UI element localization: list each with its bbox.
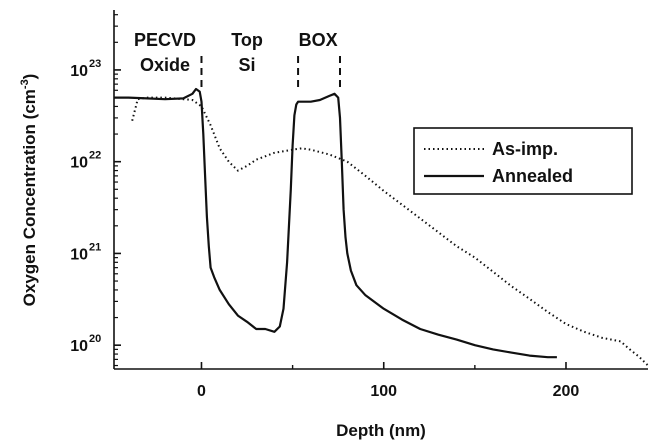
x-tick-label-2: 200 [553,383,580,400]
y-axis-label-text: Oxygen Concentration (cm [20,89,39,306]
region-label-0-line-0: PECVD [134,30,196,50]
region-label-0-line-1: Oxide [140,55,190,75]
y-axis-label-close: ) [20,74,39,80]
legend-box [413,127,633,195]
legend-label-annealed: Annealed [492,166,573,186]
series-annealed-line [114,87,557,359]
legend: As-imp. Annealed [413,127,633,195]
y-tick-label-2: 10 [70,155,88,172]
region-annotations: PECVD Oxide Top Si BOX [134,30,341,90]
legend-label-as-imp: As-imp. [492,139,558,159]
region-label-1-line-0: Top [231,30,263,50]
y-tick-exponent-2: 22 [89,150,101,162]
y-tick-label-0: 10 [70,338,88,355]
y-tick-label-3: 10 [70,63,88,80]
region-label-2-line-0: BOX [299,30,338,50]
y-tick-label-1: 10 [70,246,88,263]
y-tick-exponent-1: 21 [89,241,101,253]
region-label-1-line-1: Si [239,55,256,75]
y-axis-label-exponent: -3 [19,79,31,89]
series-group [114,87,649,367]
y-tick-exponent-0: 20 [89,333,101,345]
x-tick-label-0: 0 [197,383,206,400]
x-tick-label-1: 100 [370,383,397,400]
x-axis-label: Depth (nm) [336,421,426,440]
y-axis-label: Oxygen Concentration (cm-3) [19,74,39,307]
y-tick-exponent-3: 23 [89,58,101,70]
